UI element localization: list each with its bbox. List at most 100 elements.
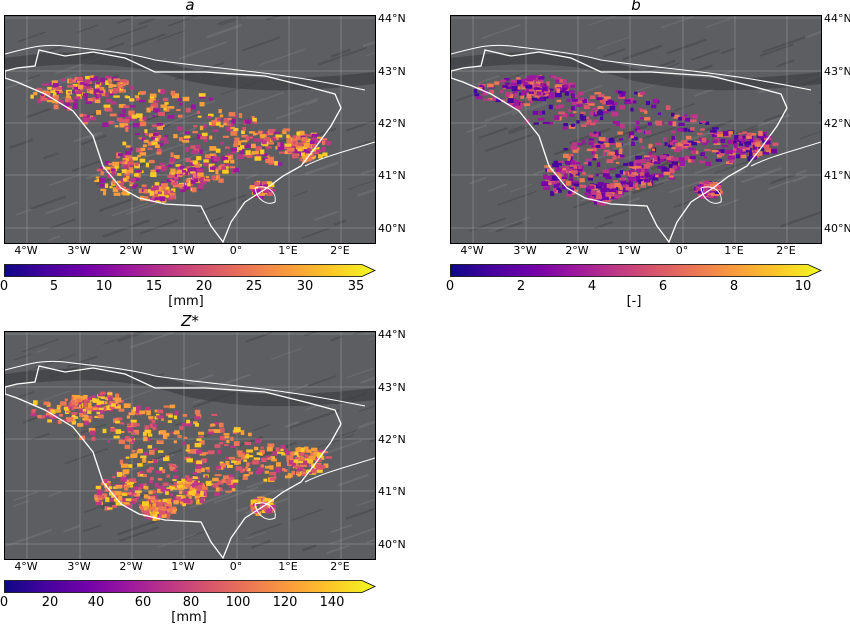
data-cell — [163, 105, 167, 111]
colorbar-tick: 0 — [0, 595, 9, 610]
relief-streak — [249, 522, 282, 536]
data-cell — [712, 127, 719, 130]
data-cell — [263, 136, 271, 142]
data-cell — [96, 178, 101, 182]
data-cell — [183, 498, 191, 504]
data-cell — [173, 155, 180, 159]
data-cell — [179, 490, 183, 495]
data-cell — [107, 79, 113, 83]
data-cell — [148, 159, 155, 164]
data-cell — [670, 141, 674, 146]
data-cell — [156, 123, 164, 126]
delta-border — [700, 186, 722, 204]
data-cell — [251, 499, 258, 503]
data-cell — [84, 420, 89, 426]
data-cell — [600, 200, 606, 206]
data-cell — [705, 140, 710, 143]
data-cell — [652, 176, 659, 181]
data-cell — [246, 468, 251, 472]
data-cell — [570, 160, 576, 165]
data-cell — [255, 146, 262, 151]
data-cell — [125, 145, 131, 148]
data-cell — [741, 154, 747, 159]
data-cell — [186, 444, 190, 450]
data-cell — [168, 463, 174, 466]
data-cell — [648, 151, 653, 156]
data-cell — [220, 163, 226, 169]
data-cell — [64, 101, 71, 106]
data-cell — [564, 91, 570, 96]
colorbar-svg — [4, 264, 376, 277]
data-cell — [130, 168, 134, 174]
data-cell — [155, 200, 162, 203]
data-cell — [180, 189, 186, 193]
data-cell — [489, 89, 495, 94]
data-cell — [83, 114, 90, 120]
data-cell — [51, 100, 58, 104]
data-cell — [691, 159, 695, 163]
data-cell — [184, 131, 190, 135]
mountain-ridge — [451, 52, 821, 91]
relief-streak — [357, 140, 371, 146]
data-cell — [271, 138, 277, 141]
data-cell — [123, 502, 130, 505]
data-cell — [92, 397, 96, 401]
data-cell — [121, 87, 125, 90]
data-cell — [576, 100, 583, 104]
data-cell — [125, 116, 132, 119]
colorbar-tick: 60 — [134, 595, 152, 610]
data-cell — [192, 476, 197, 480]
lon-label-3w: 3°W — [67, 560, 91, 573]
data-cell — [172, 479, 177, 482]
data-cell — [766, 150, 771, 154]
data-cell — [592, 107, 598, 111]
data-cell — [110, 498, 117, 502]
data-cell — [237, 460, 241, 465]
data-cell — [207, 115, 212, 119]
relief-streak — [720, 47, 737, 55]
data-cell — [748, 152, 753, 157]
data-cell — [533, 122, 539, 125]
data-cell — [130, 419, 137, 423]
data-cell — [236, 450, 243, 455]
data-cell — [196, 490, 201, 495]
data-cell — [94, 99, 101, 104]
data-cell — [596, 162, 601, 167]
data-cell — [169, 404, 176, 409]
data-cell — [72, 102, 78, 106]
data-cell — [215, 169, 219, 175]
colorbar-tick: 10 — [794, 279, 812, 294]
data-cell — [698, 137, 704, 143]
data-cell — [201, 486, 208, 491]
data-cell — [121, 473, 125, 476]
data-cell — [595, 173, 599, 177]
data-cell — [576, 120, 580, 124]
data-cell — [717, 131, 724, 136]
data-cell — [291, 451, 299, 456]
data-cell — [160, 168, 167, 172]
data-cell — [196, 438, 202, 441]
data-cell — [233, 127, 239, 132]
data-cell — [697, 193, 703, 197]
data-cell — [114, 405, 121, 409]
data-cell — [224, 146, 230, 149]
data-cell — [88, 86, 92, 89]
data-cell — [152, 516, 157, 521]
lat-label-43n: 43°N — [824, 65, 850, 78]
relief-streak — [9, 138, 34, 149]
data-cell — [541, 90, 545, 95]
relief-streak — [337, 473, 369, 487]
data-cell — [207, 431, 214, 435]
relief-streak — [763, 112, 787, 123]
data-cell — [538, 77, 544, 82]
data-cell — [267, 443, 275, 448]
data-field — [30, 75, 332, 205]
data-cell — [133, 492, 141, 497]
relief-streak — [553, 149, 567, 156]
data-cell — [57, 420, 62, 424]
data-cell — [570, 84, 575, 88]
data-cell — [304, 454, 309, 459]
relief-streak — [358, 405, 375, 413]
colorbar-gradient — [4, 264, 376, 277]
data-cell — [654, 142, 662, 146]
